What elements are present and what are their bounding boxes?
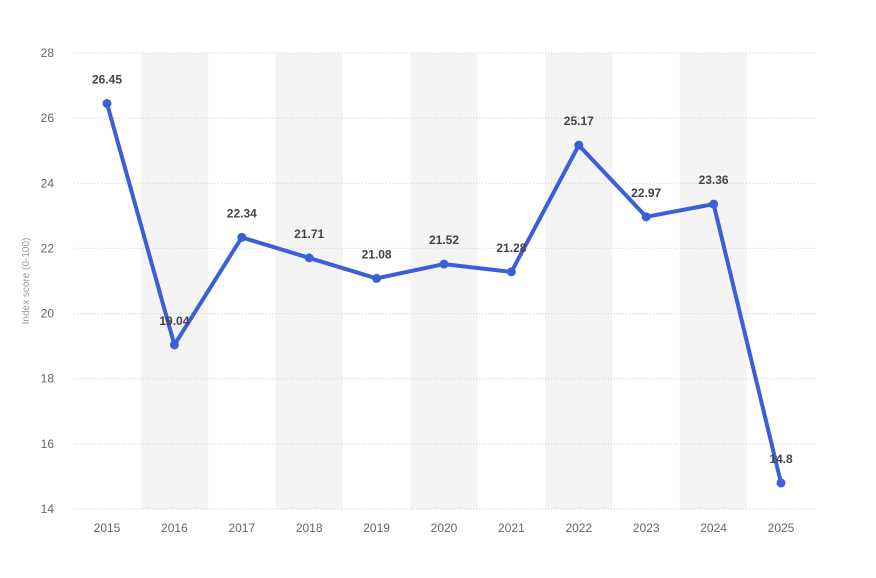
data-point-2018[interactable]: [304, 253, 314, 263]
y-axis-ticks: 14 16 18 20 22 24 26 28: [41, 46, 55, 516]
band-2022: [545, 53, 613, 509]
data-labels: 26.45 19.04 22.34 21.71 21.08 21.52 21.28 25.17…: [92, 72, 793, 465]
data-point-2015[interactable]: [102, 98, 112, 108]
y-gridlines: [74, 52, 816, 510]
data-point-2024[interactable]: [709, 199, 719, 209]
data-label-2015: 26.45: [92, 72, 122, 86]
y-axis-title: Index score (0-100): [21, 238, 32, 325]
data-label-2021: 21.28: [496, 241, 526, 255]
x-tick-2017: 2017: [228, 521, 255, 535]
x-tick-2015: 2015: [94, 521, 121, 535]
data-point-2019[interactable]: [372, 273, 382, 283]
x-tick-2019: 2019: [363, 521, 390, 535]
x-tick-2024: 2024: [700, 521, 727, 535]
data-label-2018: 21.71: [294, 227, 324, 241]
x-tick-2021: 2021: [498, 521, 525, 535]
alternating-column-bands: [140, 53, 748, 509]
data-label-2017: 22.34: [227, 206, 257, 220]
x-tick-2022: 2022: [565, 521, 592, 535]
data-label-2024: 23.36: [699, 173, 729, 187]
y-tick-18: 18: [41, 372, 55, 386]
data-label-2019: 21.08: [362, 247, 392, 261]
x-tick-2020: 2020: [431, 521, 458, 535]
band-2020: [410, 53, 478, 509]
data-point-2017[interactable]: [237, 232, 247, 242]
data-label-2023: 22.97: [631, 186, 661, 200]
data-point-2016[interactable]: [169, 340, 179, 350]
band-2016: [140, 53, 209, 509]
data-label-2020: 21.52: [429, 233, 459, 247]
y-tick-22: 22: [41, 241, 55, 255]
band-2024: [679, 53, 748, 509]
x-tick-2018: 2018: [296, 521, 323, 535]
data-label-2025: 14.8: [769, 452, 793, 466]
data-point-2021[interactable]: [506, 267, 516, 277]
y-tick-26: 26: [41, 111, 55, 125]
data-point-2025[interactable]: [776, 478, 786, 488]
x-tick-2016: 2016: [161, 521, 188, 535]
y-tick-24: 24: [41, 176, 55, 190]
x-tick-2023: 2023: [633, 521, 660, 535]
x-axis-ticks: 2015 2016 2017 2018 2019 2020 2021 2022 2023 2024…: [94, 521, 795, 535]
band-2018: [275, 53, 343, 509]
data-points: [102, 98, 786, 488]
y-tick-14: 14: [41, 502, 55, 516]
data-point-2022[interactable]: [574, 140, 584, 150]
data-point-2020[interactable]: [439, 259, 449, 269]
data-point-2023[interactable]: [641, 212, 651, 222]
y-tick-20: 20: [41, 307, 55, 321]
x-tick-2025: 2025: [768, 521, 795, 535]
y-tick-28: 28: [41, 46, 55, 60]
y-tick-16: 16: [41, 437, 55, 451]
data-label-2016: 19.04: [159, 314, 189, 328]
data-label-2022: 25.17: [564, 114, 594, 128]
